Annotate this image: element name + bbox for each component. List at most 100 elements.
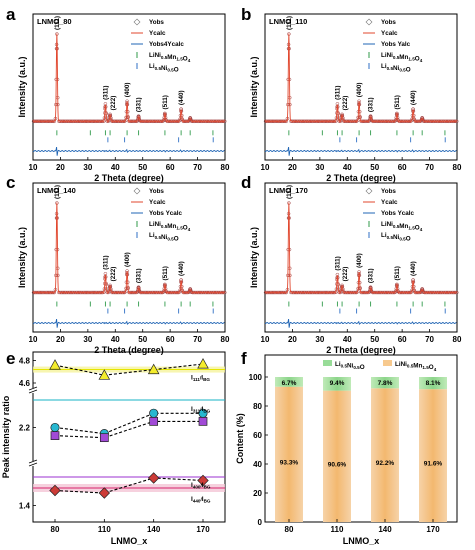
data-point — [50, 431, 60, 440]
bar-label-lnmo: 93.3% — [280, 459, 299, 466]
series-label: I311/IBG — [191, 406, 211, 414]
hkl-label: (440) — [410, 90, 417, 105]
sample-name: LNMO_140 — [37, 186, 76, 195]
hkl-label: (511) — [162, 266, 169, 280]
series-label: I400/IBG — [191, 482, 211, 490]
yobs-markers — [31, 201, 227, 295]
x-tick-label: 80 — [51, 525, 60, 534]
data-point — [49, 484, 61, 497]
y-axis-label: Peak intensity ratio — [1, 395, 11, 478]
legend-marker — [133, 187, 141, 195]
x-tick-label: 10 — [29, 335, 38, 344]
legend: Li0.5Ni0.5O LiNi0.5Mn1.5O4 — [323, 360, 437, 372]
series-3 — [49, 472, 209, 499]
axis-break-mark — [28, 386, 38, 391]
data-point — [49, 359, 61, 370]
x-tick-label: 20 — [288, 163, 297, 172]
x-axis-label: LNMO_x — [111, 536, 148, 546]
legend-label: Li0.5Ni0.5O — [381, 232, 411, 242]
plot-frame — [32, 182, 226, 333]
x-tick-label: 50 — [370, 163, 379, 172]
ycalc-line — [264, 202, 458, 294]
legend-label: Yobs4Ycalc — [149, 41, 184, 48]
xrd-panel-c: c LNMO_140(111) (311)(222) (400) (331) (511) (… — [6, 173, 230, 355]
x-tick-label: 140 — [378, 525, 392, 534]
x-tick-label: 70 — [193, 335, 202, 344]
series-line — [54, 420, 203, 439]
series-line — [54, 412, 203, 435]
hkl-label: (331) — [136, 268, 143, 283]
x-tick-label: 50 — [370, 335, 379, 344]
bar-lnmo — [419, 389, 447, 522]
bar-label-lnmo: 91.6% — [424, 461, 443, 468]
x-tick-label: 70 — [425, 335, 434, 344]
yobs-markers — [263, 32, 459, 124]
legend-label: Li0.5Ni0.5O — [335, 361, 365, 371]
bar-stack-170: 8.1% 91.6% — [419, 377, 447, 522]
legend-label: Ycalc — [149, 30, 166, 37]
x-tick-label: 50 — [138, 163, 147, 172]
axis-break — [30, 388, 36, 393]
x-axis-label: 2 Theta (degree) — [94, 345, 164, 355]
legend: Yobs Ycalc Yobs Ycalc LiNi0.5Mn1.5O4Li0.5Ni… — [131, 187, 191, 242]
hkl-label: (222) — [110, 267, 117, 282]
data-point — [98, 369, 111, 380]
legend-swatch — [383, 360, 392, 366]
hkl-label: (400) — [124, 83, 131, 98]
x-tick-label: 10 — [261, 335, 270, 344]
hkl-label: (311) — [334, 85, 341, 99]
y-tick-label: 40 — [253, 460, 262, 469]
reflection-ticks — [56, 301, 214, 314]
hkl-label: (331) — [136, 97, 143, 112]
panel-e: e I111/IBG I311/IBG I400/IBG I440/IBG 4.8 4.6 2… — [1, 349, 226, 546]
x-tick-label: 40 — [343, 163, 352, 172]
data-point — [149, 417, 159, 426]
legend: Yobs Ycalc Yobs Ycalc LiNi0.5Mn1.5O4Li0.5Ni… — [363, 187, 423, 242]
axis-break — [30, 461, 36, 466]
legend-label: LiNi0.5Mn1.5O4 — [149, 52, 191, 63]
legend-swatch — [323, 360, 332, 366]
y-axis-label: Intensity (a.u.) — [249, 56, 259, 117]
y-tick-label: 4.8 — [19, 357, 31, 366]
x-tick-label: 30 — [315, 335, 324, 344]
legend-label: Li0.5Ni0.5O — [149, 63, 179, 73]
hkl-label: (400) — [356, 83, 363, 98]
legend-label: LiNi0.5Mn1.5O4 — [149, 221, 191, 232]
series-label: I440/IBG — [191, 496, 211, 504]
sample-name: LNMO_80 — [37, 17, 72, 26]
bar-label-lino: 6.7% — [282, 380, 297, 387]
x-tick-label: 80 — [453, 163, 462, 172]
sample-name: LNMO_110 — [269, 17, 307, 26]
y-tick-label: 100 — [249, 373, 263, 382]
axis-break-mark — [28, 389, 38, 394]
legend: Yobs Ycalc Yobs4Ycalc LiNi0.5Mn1.5O4Li0.5Ni… — [131, 18, 191, 73]
xrd-panel-b: b LNMO_110(111) (311)(222) (400) (331) (511) (… — [241, 5, 462, 183]
data-point — [149, 408, 159, 418]
x-tick-label: 60 — [398, 163, 407, 172]
series-line — [54, 477, 204, 494]
legend-label: Yobs — [381, 19, 396, 26]
x-tick-label: 30 — [83, 335, 92, 344]
y-tick-label: 1.4 — [19, 502, 31, 511]
x-tick-label: 30 — [83, 163, 92, 172]
x-tick-label: 110 — [331, 525, 344, 534]
legend-label: Li0.5Ni0.5O — [149, 232, 179, 242]
hkl-label: (311) — [102, 85, 109, 99]
legend-label: Yobs — [149, 188, 164, 195]
legend-label: LiNi0.5Mn1.5O4 — [381, 221, 423, 232]
legend-label: Yobs — [149, 19, 164, 26]
y-tick-label: 4.6 — [19, 379, 31, 388]
bar-stack-80: 6.7% 93.3% — [275, 377, 303, 522]
hkl-label: (440) — [178, 261, 185, 276]
x-tick-label: 80 — [221, 335, 230, 344]
hkl-label: (311) — [102, 255, 109, 269]
bar-label-lino: 8.1% — [426, 380, 441, 387]
hkl-label: (311) — [334, 256, 341, 270]
panel-f: f 6.7% 93.3% 9.4% 90.6% 7.8% 92.2% 8.1% 91.6% 0 20… — [235, 349, 458, 546]
axis-break-mark — [28, 462, 38, 467]
panel-letter: a — [6, 5, 16, 24]
series-0 — [49, 358, 209, 380]
sample-name: LNMO_170 — [269, 186, 308, 195]
hkl-label: (111) — [286, 16, 293, 30]
legend-label: Ycalc — [149, 199, 166, 206]
